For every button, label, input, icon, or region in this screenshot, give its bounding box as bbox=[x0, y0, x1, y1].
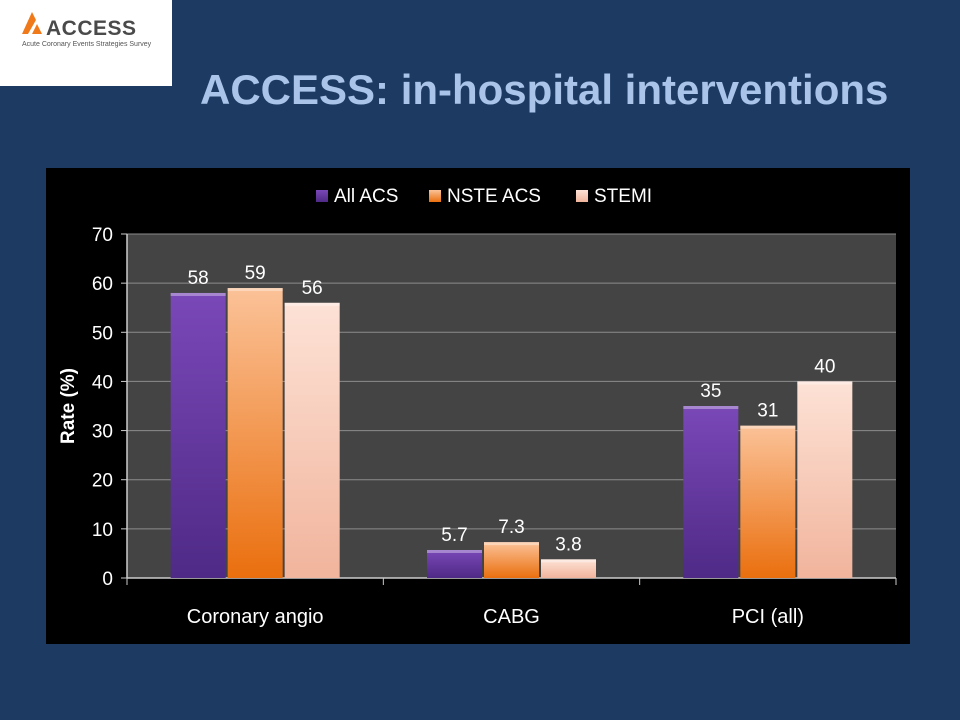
bar bbox=[227, 288, 283, 578]
y-tick-label: 30 bbox=[92, 422, 113, 443]
bar-chart: 0 10 20 30 40 50 60 70 58 59 56 Coronary angio 5.7 7.… bbox=[58, 186, 897, 628]
access-logo: ACCESS Acute Coronary Events Strategies … bbox=[0, 0, 172, 86]
bar-value-label: 7.3 bbox=[498, 517, 524, 538]
y-tick-label: 40 bbox=[92, 372, 113, 393]
bar-value-label: 35 bbox=[700, 381, 721, 402]
bar bbox=[427, 549, 482, 578]
y-tick-label: 10 bbox=[92, 520, 113, 541]
bar-highlight bbox=[740, 425, 796, 429]
x-category-label: Coronary angio bbox=[187, 606, 324, 628]
bar-highlight bbox=[427, 549, 482, 553]
bar-value-label: 3.8 bbox=[555, 534, 581, 555]
x-category-label: PCI (all) bbox=[732, 606, 804, 628]
bar bbox=[484, 542, 539, 578]
bar-value-label: 31 bbox=[757, 401, 778, 422]
access-logo-mark-icon bbox=[22, 12, 42, 34]
bar bbox=[284, 302, 340, 578]
bar-value-label: 5.7 bbox=[441, 525, 467, 546]
bar-highlight bbox=[227, 288, 283, 292]
bar-highlight bbox=[284, 302, 340, 306]
y-tick-label: 70 bbox=[92, 225, 113, 246]
x-category-label: CABG bbox=[483, 606, 540, 628]
bar bbox=[170, 292, 226, 578]
legend-label: All ACS bbox=[334, 186, 398, 207]
bar-highlight bbox=[541, 559, 596, 563]
bar bbox=[740, 425, 796, 578]
y-tick-label: 0 bbox=[102, 569, 113, 590]
bar bbox=[797, 381, 853, 578]
bar-highlight bbox=[484, 542, 539, 546]
legend-swatch bbox=[316, 190, 328, 202]
logo-name: ACCESS bbox=[46, 17, 137, 40]
bar bbox=[683, 406, 739, 578]
logo-tagline: Acute Coronary Events Strategies Survey bbox=[22, 41, 152, 48]
chart-panel: 0 10 20 30 40 50 60 70 58 59 56 Coronary angio 5.7 7.… bbox=[46, 168, 910, 644]
y-tick-label: 50 bbox=[92, 323, 113, 344]
bar-highlight bbox=[170, 292, 226, 296]
y-axis-title: Rate (%) bbox=[58, 368, 79, 444]
bar-value-label: 40 bbox=[814, 356, 835, 377]
legend-swatch bbox=[429, 190, 441, 202]
legend-swatch bbox=[576, 190, 588, 202]
bar bbox=[541, 559, 596, 578]
slide-title: ACCESS: in-hospital interventions bbox=[200, 66, 889, 113]
y-tick-label: 20 bbox=[92, 471, 113, 492]
y-tick-label: 60 bbox=[92, 274, 113, 295]
bar-highlight bbox=[683, 406, 739, 409]
bar-highlight bbox=[797, 381, 853, 385]
bar-value-label: 58 bbox=[188, 268, 209, 289]
bar-value-label: 56 bbox=[302, 278, 323, 299]
legend-label: NSTE ACS bbox=[447, 186, 541, 207]
bar-value-label: 59 bbox=[245, 263, 266, 284]
legend-label: STEMI bbox=[594, 186, 652, 207]
